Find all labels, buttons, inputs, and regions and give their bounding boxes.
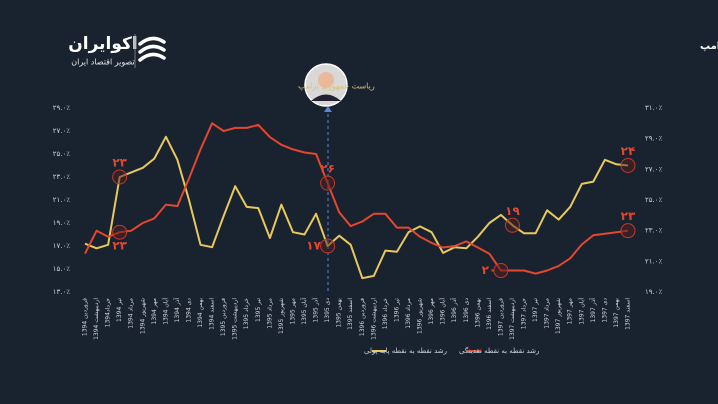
- x-tick-label: خرداد 1395: [243, 298, 250, 330]
- point-marker: [112, 224, 128, 240]
- y2-tick-label: ۲۳.۰٪: [645, 227, 663, 235]
- x-tick-label: مرداد 1395: [266, 298, 273, 329]
- x-tick-label: اسفند 1397: [625, 298, 632, 330]
- x-tick-label: خرداد 1397: [521, 298, 528, 330]
- event-arrow: [324, 106, 332, 112]
- x-tick-label: شهریور 1397: [555, 298, 562, 334]
- x-tick-label: اسفند 1395: [347, 298, 354, 330]
- value-label: ۱۷: [306, 239, 321, 253]
- series-line: [84, 122, 629, 275]
- value-label: ۲۳: [112, 156, 127, 170]
- x-tick-label: آذر 1395: [311, 298, 320, 323]
- x-tick-label: اردیبهشت 1394: [93, 298, 100, 340]
- y2-tick-label: ۲۱.۰٪: [645, 257, 663, 265]
- chart-title: روند رشد پایه پولی و نقدینگی دو سال قبل …: [700, 39, 718, 52]
- trump-face: [318, 72, 334, 88]
- x-tick-label: آبان 1396: [438, 298, 447, 325]
- x-tick-label: بهمن 1394: [197, 298, 204, 328]
- y-tick-label: ۲۳.۰٪: [53, 173, 71, 181]
- x-tick-label: مهر 1396: [428, 298, 435, 324]
- x-tick-label: اردیبهشت 1397: [509, 298, 516, 340]
- y2-tick-label: ۲۹.۰٪: [645, 135, 663, 143]
- x-tick-label: مرداد 1394: [128, 298, 135, 329]
- y-tick-label: ۲۷.۰٪: [53, 127, 71, 135]
- x-tick-label: آبان 1397: [576, 298, 585, 325]
- legend-label: رشد نقطه به نقطه نقدینگی: [459, 346, 539, 355]
- trump-suit: [311, 94, 341, 101]
- x-tick-label: فروردین 1394: [82, 298, 89, 336]
- x-tick-label: اردیبهشت 1396: [370, 298, 377, 340]
- series-line: [84, 135, 629, 280]
- value-label: ۲۳: [112, 239, 127, 253]
- value-label: ۲۳: [621, 209, 636, 223]
- y-tick-label: ۱۳.۰٪: [53, 288, 71, 296]
- x-tick-label: آذر 1394: [172, 298, 181, 323]
- x-tick-label: اسفند 1396: [486, 298, 493, 330]
- x-tick-label: مهر 1397: [567, 298, 574, 324]
- x-tick-label: آبان 1395: [299, 298, 308, 325]
- logo: اکوایران تصویر اقتصاد ایران: [68, 34, 166, 68]
- point-marker: [620, 223, 636, 239]
- x-tick-label: شهریور 1396: [417, 298, 424, 334]
- value-label: ۲۴: [621, 144, 636, 158]
- point-marker: [112, 169, 128, 185]
- annotation: ریاست جمهوری ترامپ: [298, 82, 375, 91]
- x-tick-label: تیر 1397: [532, 298, 539, 322]
- value-label: ۲۰: [482, 263, 497, 277]
- y-tick-label: ۱۷.۰٪: [53, 242, 71, 250]
- y2-tick-label: ۱۹.۰٪: [645, 288, 663, 296]
- x-tick-label: اسفند 1394: [209, 298, 216, 330]
- x-tick-label: بهمن 1396: [474, 298, 481, 328]
- x-tick-label: بهمن 1397: [613, 298, 620, 328]
- x-tick-label: مهر 1395: [289, 298, 296, 324]
- x-tick-label: تیر 1394: [116, 298, 123, 322]
- x-tick-label: دی 1395: [324, 298, 331, 323]
- y-tick-label: ۱۹.۰٪: [53, 219, 71, 227]
- x-tick-label: تیر 1395: [255, 298, 262, 322]
- y-tick-label: ۲۵.۰٪: [53, 150, 71, 158]
- logo-name: اکوایران: [68, 34, 138, 54]
- x-tick-label: مرداد 1397: [544, 298, 551, 329]
- x-tick-label: خرداد1394: [105, 298, 112, 328]
- value-label: ۱۹: [505, 204, 520, 218]
- value-label: ۲۶: [320, 162, 335, 176]
- point-marker: [504, 217, 520, 233]
- point-marker: [320, 238, 336, 254]
- point-marker: [320, 175, 336, 191]
- x-tick-label: تیر 1396: [393, 298, 400, 322]
- x-tick-label: شهریور 1394: [139, 298, 146, 334]
- y2-tick-label: ۲۵.۰٪: [645, 196, 663, 204]
- point-marker: [493, 263, 509, 279]
- x-tick-label: مهر 1394: [151, 298, 158, 324]
- x-tick-label: آذر 1396: [449, 298, 458, 323]
- x-tick-label: بهمن 1395: [336, 298, 343, 328]
- x-tick-label: اردیبهشت 1395: [232, 298, 239, 340]
- point-marker: [620, 158, 636, 173]
- y2-tick-label: ۳۱.۰٪: [645, 104, 663, 112]
- x-tick-label: مرداد 1396: [405, 298, 412, 329]
- x-tick-label: دی 1397: [601, 298, 608, 323]
- y-tick-label: ۱۵.۰٪: [53, 265, 71, 273]
- y2-tick-label: ۲۷.۰٪: [645, 165, 663, 173]
- x-tick-label: دی 1396: [463, 298, 470, 323]
- x-tick-label: آذر 1397: [588, 298, 597, 323]
- logo-tagline: تصویر اقتصاد ایران: [71, 58, 134, 67]
- y-tick-label: ۲۱.۰٪: [53, 196, 71, 204]
- x-tick-label: فروردین 1397: [497, 298, 504, 336]
- x-tick-label: دی 1394: [185, 298, 192, 323]
- x-tick-label: شهریور 1395: [278, 298, 285, 334]
- x-tick-label: فروردین 1395: [220, 298, 227, 336]
- legend-label: رشد نقطه به نقطه پایه پولی: [364, 347, 447, 355]
- y-tick-label: ۲۹.۰٪: [53, 104, 71, 112]
- x-tick-label: آبان 1394: [160, 298, 169, 325]
- logo-icon: [138, 36, 166, 62]
- x-tick-label: فروردین 1396: [359, 298, 366, 336]
- x-tick-label: خرداد 1396: [382, 298, 389, 330]
